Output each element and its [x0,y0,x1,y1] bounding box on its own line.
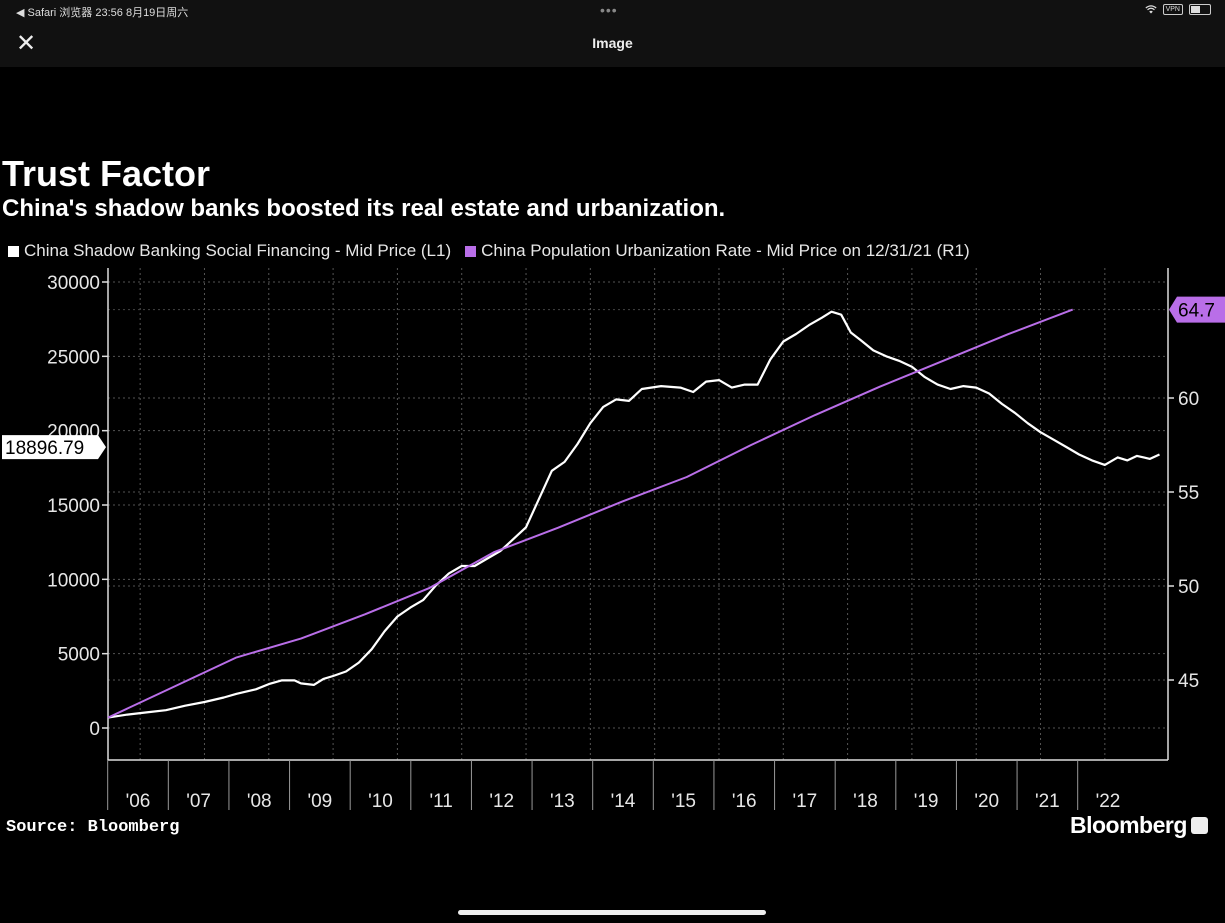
home-indicator[interactable] [458,910,766,915]
brand-text: Bloomberg [1070,812,1187,838]
legend-label-shadow-banking: China Shadow Banking Social Financing - … [24,241,452,260]
left-tick-label: 10000 [47,570,100,591]
last-value-flag-right [1169,296,1225,323]
source-note: Source: Bloomberg [6,818,180,837]
x-tick-label: '07 [186,791,211,810]
last-value-flag-left [2,435,106,460]
x-tick-label: '20 [974,791,999,810]
status-icons: VPN [1145,4,1211,15]
x-tick-label: '14 [611,791,636,810]
series-line-shadow-banking [107,310,1160,719]
right-tick-label: 55 [1178,483,1199,504]
close-button[interactable]: ✕ [15,30,37,57]
legend-swatch-purple [465,245,477,257]
x-tick-label: '19 [914,791,939,810]
last-value-right-label: 64.7 [1178,301,1215,322]
vpn-badge: VPN [1162,4,1183,15]
nav-bar: ✕ Image [0,22,1225,67]
last-value-left-label: 18896.79 [5,438,84,459]
x-tick-label: '08 [247,791,272,810]
right-tick-label: 60 [1178,389,1199,410]
x-tick-label: '11 [429,791,452,810]
left-tick-label: 0 [89,719,100,740]
legend-item-shadow-banking: China Shadow Banking Social Financing - … [8,241,451,261]
left-tick-label: 5000 [58,645,100,666]
battery-icon [1189,4,1211,15]
left-tick-label: 30000 [47,273,100,294]
x-tick-label: '17 [792,791,817,810]
x-tick-label: '16 [732,791,757,810]
status-bar-text: ◀ Safari 浏览器 23:56 8月19日周六 [16,7,189,19]
x-tick-label: '21 [1035,791,1060,810]
x-tick-label: '06 [126,791,151,810]
x-tick-label: '22 [1096,791,1121,810]
wifi-icon [1145,5,1157,14]
legend-swatch-white [8,245,19,257]
x-tick-label: '09 [307,791,332,810]
x-tick-label: '13 [550,791,575,810]
right-tick-label: 45 [1178,671,1199,692]
x-tick-label: '15 [671,791,696,810]
chart-subtitle: China's shadow banks boosted its real es… [2,195,726,222]
more-dots-icon[interactable]: ••• [600,2,618,18]
x-tick-label: '12 [489,791,514,810]
legend-item-urbanization: China Population Urbanization Rate - Mid… [465,241,970,261]
status-bar: ◀ Safari 浏览器 23:56 8月19日周六 ••• VPN [0,0,1225,22]
right-tick-label: 50 [1178,577,1199,598]
left-tick-label: 25000 [47,347,100,368]
bloomberg-logo: Bloomberg [1070,812,1208,839]
line-chart: 05000100001500020000250003000045505560'0… [2,268,1225,810]
nav-title: Image [592,35,633,51]
legend-label-urbanization: China Population Urbanization Rate - Mid… [481,241,970,260]
bloomberg-terminal-icon [1190,817,1208,834]
left-tick-label: 15000 [47,496,100,517]
chart-title: Trust Factor [2,153,211,194]
series-line-urbanization [107,308,1074,719]
chart-legend: China Shadow Banking Social Financing - … [8,241,984,261]
x-tick-label: '10 [368,791,393,810]
x-tick-label: '18 [853,791,878,810]
